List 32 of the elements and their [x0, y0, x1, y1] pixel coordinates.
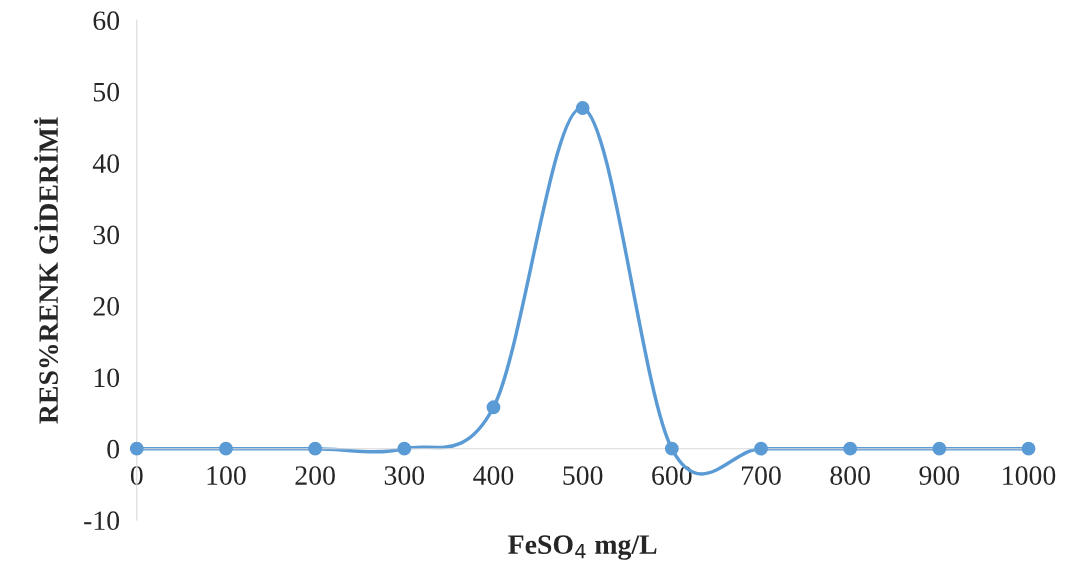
point	[1021, 441, 1036, 456]
x-axis-title: FeSO$_{4}$ mg/L	[508, 535, 657, 560]
point	[575, 101, 590, 115]
x-tick-label: 100	[207, 466, 246, 485]
point	[754, 441, 768, 456]
y-tick-label: 30	[93, 225, 120, 245]
y-tick-label: 60	[93, 11, 120, 31]
y-tick-label: 0	[107, 439, 120, 459]
y-axis-title: RES%RENK GİDERİMİ	[34, 117, 59, 424]
y-tick-label: 10	[94, 368, 120, 388]
point	[664, 441, 679, 456]
x-tick-label: 1000	[1003, 466, 1056, 485]
x-tick-label: 300	[384, 466, 425, 485]
y-tick-label: 50	[93, 82, 120, 102]
y-tick-label: 20	[93, 297, 120, 316]
x-tick-label: 200	[295, 466, 335, 485]
x-tick-label: 500	[563, 466, 603, 485]
y-tick-label: 40	[92, 154, 120, 173]
point	[486, 400, 501, 415]
point	[129, 441, 144, 456]
x-tick-label: 800	[830, 466, 870, 485]
point	[843, 441, 858, 456]
x-tick-label: 900	[919, 466, 960, 485]
point	[932, 441, 947, 456]
point	[219, 441, 233, 456]
point	[397, 441, 412, 456]
point	[308, 441, 323, 456]
x-tick-label: 700	[742, 466, 781, 485]
x-tick-label: 400	[473, 466, 514, 485]
x-tick-label: 0	[130, 466, 143, 485]
y-tick-label: -10	[84, 511, 120, 531]
x-tick-label: 600	[652, 466, 692, 485]
